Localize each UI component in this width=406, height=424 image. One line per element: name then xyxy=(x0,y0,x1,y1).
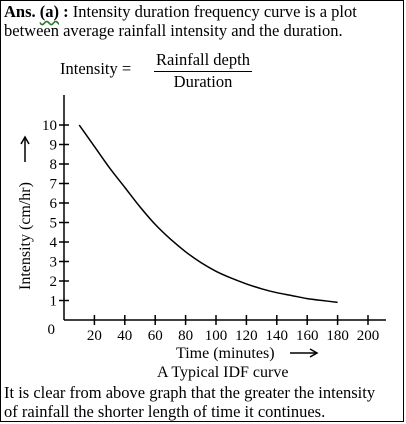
definition-text-1: Intensity duration frequency curve is a … xyxy=(72,2,357,21)
x-tick-label: 40 xyxy=(117,328,132,344)
y-tick-label: 7 xyxy=(50,177,58,193)
y-axis-label: Intensity (cm/hr) xyxy=(17,182,34,290)
formula-denominator: Duration xyxy=(173,72,233,91)
x-tick-label: 200 xyxy=(357,328,380,344)
answer-part: (a) xyxy=(39,2,60,21)
x-tick-label: 180 xyxy=(326,328,349,344)
y-tick-label: 2 xyxy=(50,274,58,290)
definition-text-2: between average rainfall intensity and t… xyxy=(4,21,343,40)
x-tick-label: 120 xyxy=(235,328,258,344)
y-tick-label: 1 xyxy=(50,294,58,310)
y-tick-label: 9 xyxy=(50,138,58,154)
y-tick-label: 3 xyxy=(50,255,58,271)
chart-axes xyxy=(63,95,386,321)
answer-line-1: Ans. (a) : Intensity duration frequency … xyxy=(4,2,357,21)
formula-lhs: Intensity = xyxy=(60,59,132,78)
x-ticks: 20 40 60 80 100 120 140 160 180 200 xyxy=(87,315,379,344)
formula-fraction-bar xyxy=(154,71,252,72)
y-axis-title: Intensity (cm/hr) xyxy=(17,135,34,290)
idf-curve xyxy=(78,124,338,304)
y-tick-label: 5 xyxy=(50,216,58,232)
x-axis-label: Time (minutes) xyxy=(176,345,275,362)
chart-caption: A Typical IDF curve xyxy=(157,364,288,381)
x-tick-label: 60 xyxy=(148,328,163,344)
conclusion-line-2: of rainfall the shorter length of time i… xyxy=(4,402,326,421)
x-tick-label: 80 xyxy=(178,328,193,344)
x-tick-label: 160 xyxy=(296,328,319,344)
x-tick-label: 20 xyxy=(87,328,102,344)
x-tick-label: 140 xyxy=(266,328,289,344)
y-tick-label: 4 xyxy=(50,235,58,251)
y-axis-arrow-head xyxy=(20,135,30,145)
y-tick-label: 10 xyxy=(42,118,57,134)
answer-label: Ans. (a) : xyxy=(4,2,69,21)
conclusion-line-1: It is clear from above graph that the gr… xyxy=(4,383,376,402)
origin-label: 0 xyxy=(48,322,56,338)
x-axis-arrow-head xyxy=(309,348,319,358)
x-tick-label: 100 xyxy=(205,328,228,344)
y-tick-label: 8 xyxy=(50,157,58,173)
y-ticks: 1 2 3 4 5 6 7 8 9 10 xyxy=(42,118,69,310)
formula-numerator: Rainfall depth xyxy=(156,50,250,69)
y-tick-label: 6 xyxy=(50,196,58,212)
